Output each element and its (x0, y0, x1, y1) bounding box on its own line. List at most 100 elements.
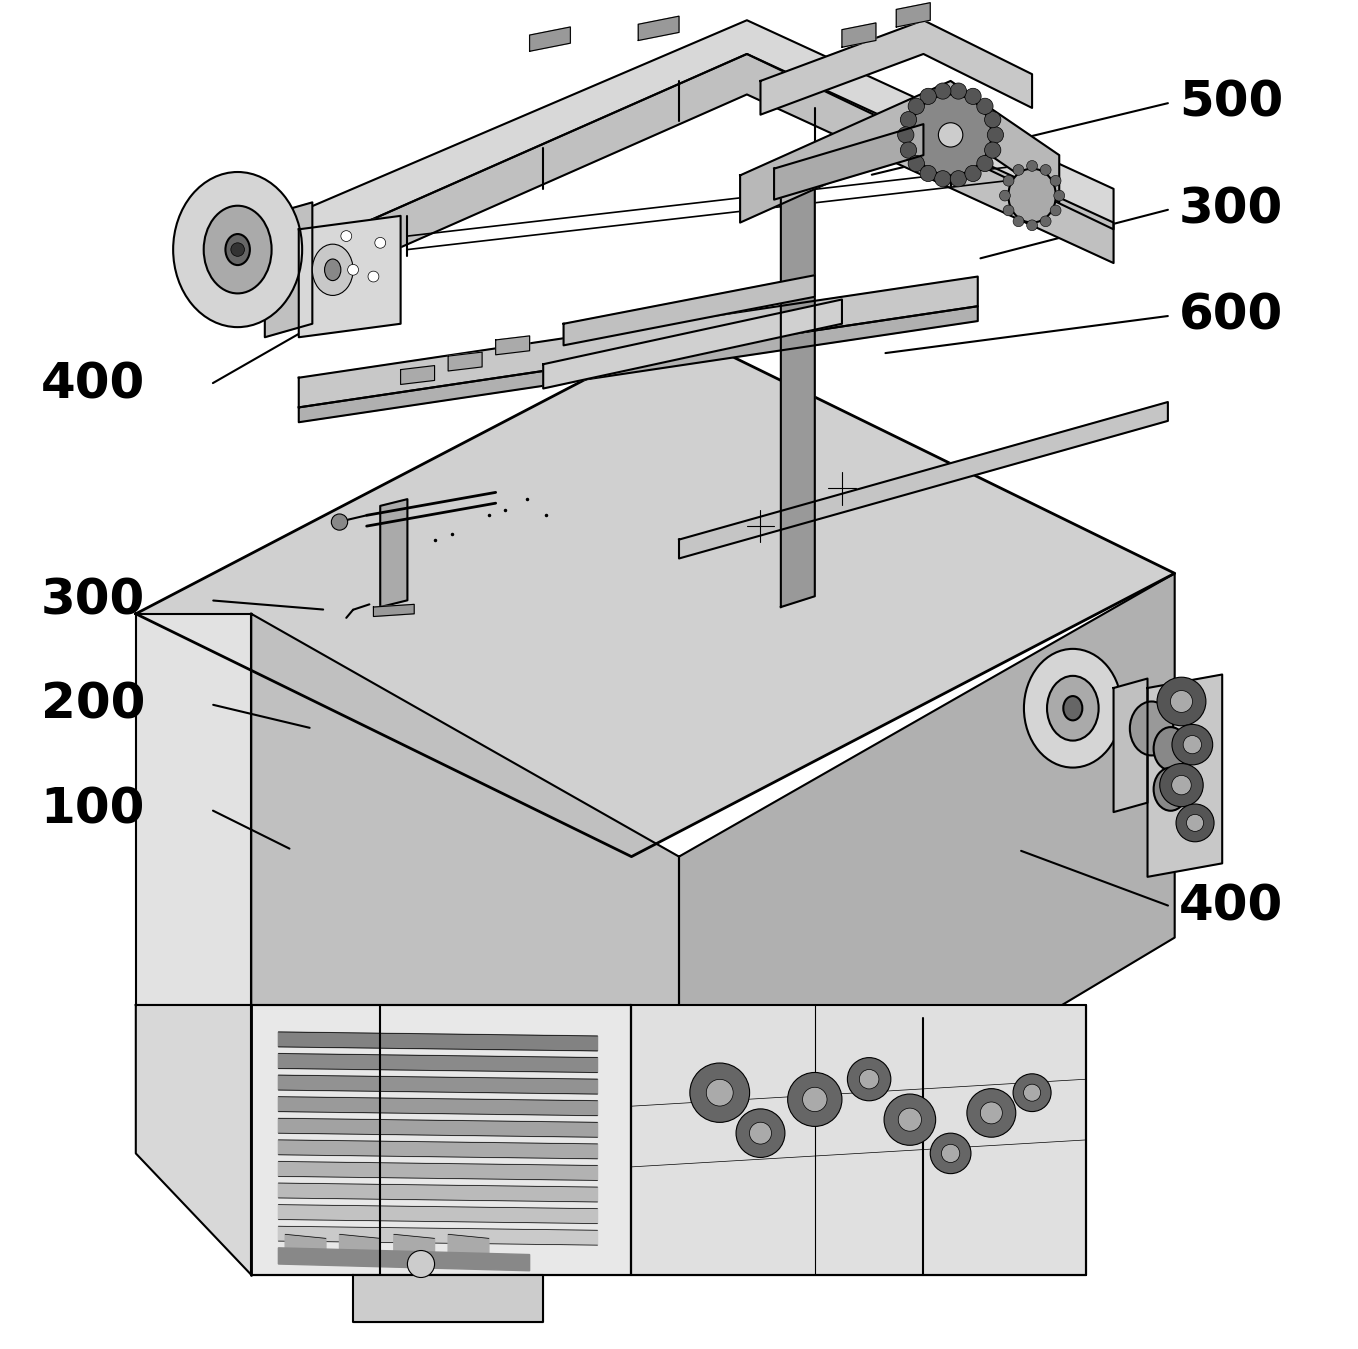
Circle shape (1187, 815, 1203, 831)
Circle shape (1013, 1074, 1051, 1112)
Ellipse shape (1154, 727, 1187, 770)
Polygon shape (373, 604, 414, 616)
Text: 400: 400 (1179, 882, 1283, 931)
Circle shape (1171, 691, 1192, 712)
Polygon shape (278, 1248, 530, 1271)
Polygon shape (278, 1226, 598, 1245)
Polygon shape (136, 614, 251, 1005)
Circle shape (736, 1109, 785, 1157)
Polygon shape (842, 23, 876, 47)
Circle shape (1050, 205, 1061, 216)
Polygon shape (380, 499, 407, 607)
Circle shape (1004, 205, 1014, 216)
Circle shape (900, 112, 917, 128)
Circle shape (1013, 165, 1024, 175)
Circle shape (1176, 804, 1214, 842)
Polygon shape (1148, 674, 1222, 877)
Circle shape (1004, 175, 1014, 186)
Text: 500: 500 (1179, 78, 1283, 127)
Ellipse shape (1063, 696, 1082, 720)
Circle shape (375, 237, 386, 248)
Circle shape (884, 1094, 936, 1145)
Ellipse shape (312, 244, 353, 295)
Circle shape (976, 155, 993, 171)
Circle shape (964, 166, 980, 182)
Ellipse shape (225, 235, 250, 266)
Polygon shape (285, 1234, 326, 1257)
Polygon shape (896, 3, 930, 27)
Polygon shape (258, 20, 1114, 270)
Polygon shape (299, 216, 401, 337)
Circle shape (941, 1144, 960, 1163)
Text: 400: 400 (41, 360, 145, 409)
Polygon shape (496, 336, 530, 355)
Polygon shape (299, 306, 978, 422)
Polygon shape (774, 124, 923, 200)
Circle shape (898, 1108, 922, 1132)
Polygon shape (1114, 679, 1148, 812)
Circle shape (976, 98, 993, 115)
Text: 200: 200 (41, 680, 145, 728)
Polygon shape (278, 1205, 598, 1224)
Ellipse shape (1154, 768, 1187, 811)
Circle shape (909, 98, 925, 115)
Polygon shape (136, 331, 1175, 857)
Text: 300: 300 (1179, 185, 1283, 233)
Circle shape (1172, 776, 1191, 795)
Polygon shape (543, 299, 842, 389)
Circle shape (788, 1072, 842, 1126)
Polygon shape (278, 1161, 598, 1180)
Circle shape (1027, 161, 1038, 171)
Circle shape (706, 1079, 733, 1106)
Circle shape (1050, 175, 1061, 186)
Polygon shape (258, 54, 1114, 310)
Text: 100: 100 (41, 785, 145, 834)
Circle shape (847, 1058, 891, 1101)
Circle shape (921, 88, 937, 104)
Circle shape (1157, 677, 1206, 726)
Circle shape (750, 1122, 771, 1144)
Circle shape (909, 155, 925, 171)
Circle shape (231, 243, 244, 256)
Circle shape (985, 112, 1001, 128)
Polygon shape (278, 1140, 598, 1159)
Circle shape (980, 1102, 1002, 1124)
Circle shape (1172, 724, 1213, 765)
Polygon shape (760, 20, 1032, 115)
Ellipse shape (1130, 701, 1173, 755)
Ellipse shape (910, 94, 991, 175)
Circle shape (934, 170, 951, 186)
Circle shape (964, 88, 980, 104)
Circle shape (1160, 764, 1203, 807)
Circle shape (690, 1063, 750, 1122)
Ellipse shape (1008, 169, 1057, 223)
Polygon shape (564, 275, 815, 345)
Ellipse shape (172, 171, 301, 328)
Polygon shape (340, 1234, 380, 1257)
Polygon shape (448, 1234, 489, 1257)
Polygon shape (278, 1032, 598, 1051)
Ellipse shape (325, 259, 341, 281)
Polygon shape (278, 1183, 598, 1202)
Text: 600: 600 (1179, 291, 1283, 340)
Polygon shape (631, 1005, 1086, 1275)
Circle shape (985, 142, 1001, 158)
Circle shape (934, 84, 951, 100)
Ellipse shape (1047, 676, 1099, 741)
Polygon shape (781, 162, 815, 607)
Polygon shape (679, 402, 1168, 558)
Circle shape (921, 166, 937, 182)
Polygon shape (299, 277, 978, 407)
Polygon shape (448, 352, 482, 371)
Ellipse shape (938, 123, 963, 147)
Circle shape (900, 142, 917, 158)
Ellipse shape (1024, 649, 1122, 768)
Circle shape (1040, 165, 1051, 175)
Circle shape (967, 1089, 1016, 1137)
Circle shape (1054, 190, 1065, 201)
Circle shape (407, 1251, 435, 1278)
Circle shape (1040, 216, 1051, 227)
Circle shape (951, 84, 967, 100)
Polygon shape (740, 81, 1059, 223)
Text: 300: 300 (41, 576, 145, 625)
